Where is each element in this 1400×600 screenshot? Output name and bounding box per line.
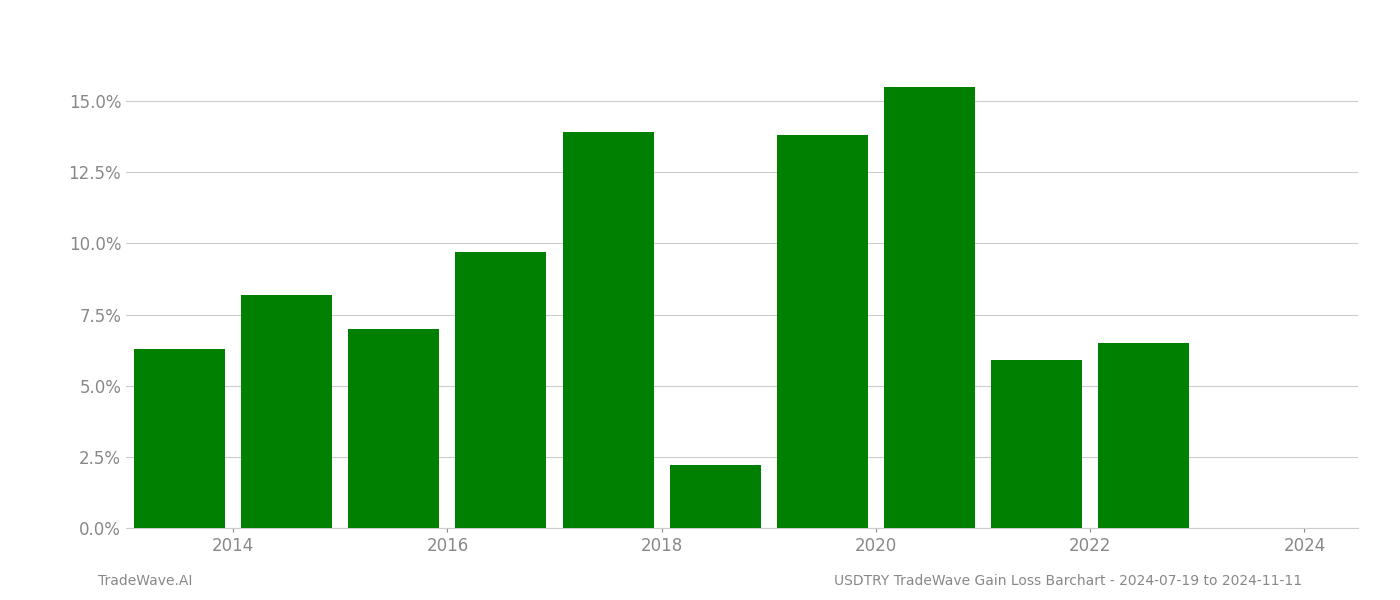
Bar xyxy=(134,349,225,528)
Bar xyxy=(563,133,654,528)
Bar xyxy=(883,87,974,528)
Bar xyxy=(455,252,546,528)
Text: TradeWave.AI: TradeWave.AI xyxy=(98,574,192,588)
Text: USDTRY TradeWave Gain Loss Barchart - 2024-07-19 to 2024-11-11: USDTRY TradeWave Gain Loss Barchart - 20… xyxy=(834,574,1302,588)
Bar xyxy=(1098,343,1189,528)
Bar xyxy=(777,135,868,528)
Bar xyxy=(991,360,1082,528)
Bar xyxy=(241,295,332,528)
Bar xyxy=(349,329,440,528)
Bar xyxy=(669,466,760,528)
